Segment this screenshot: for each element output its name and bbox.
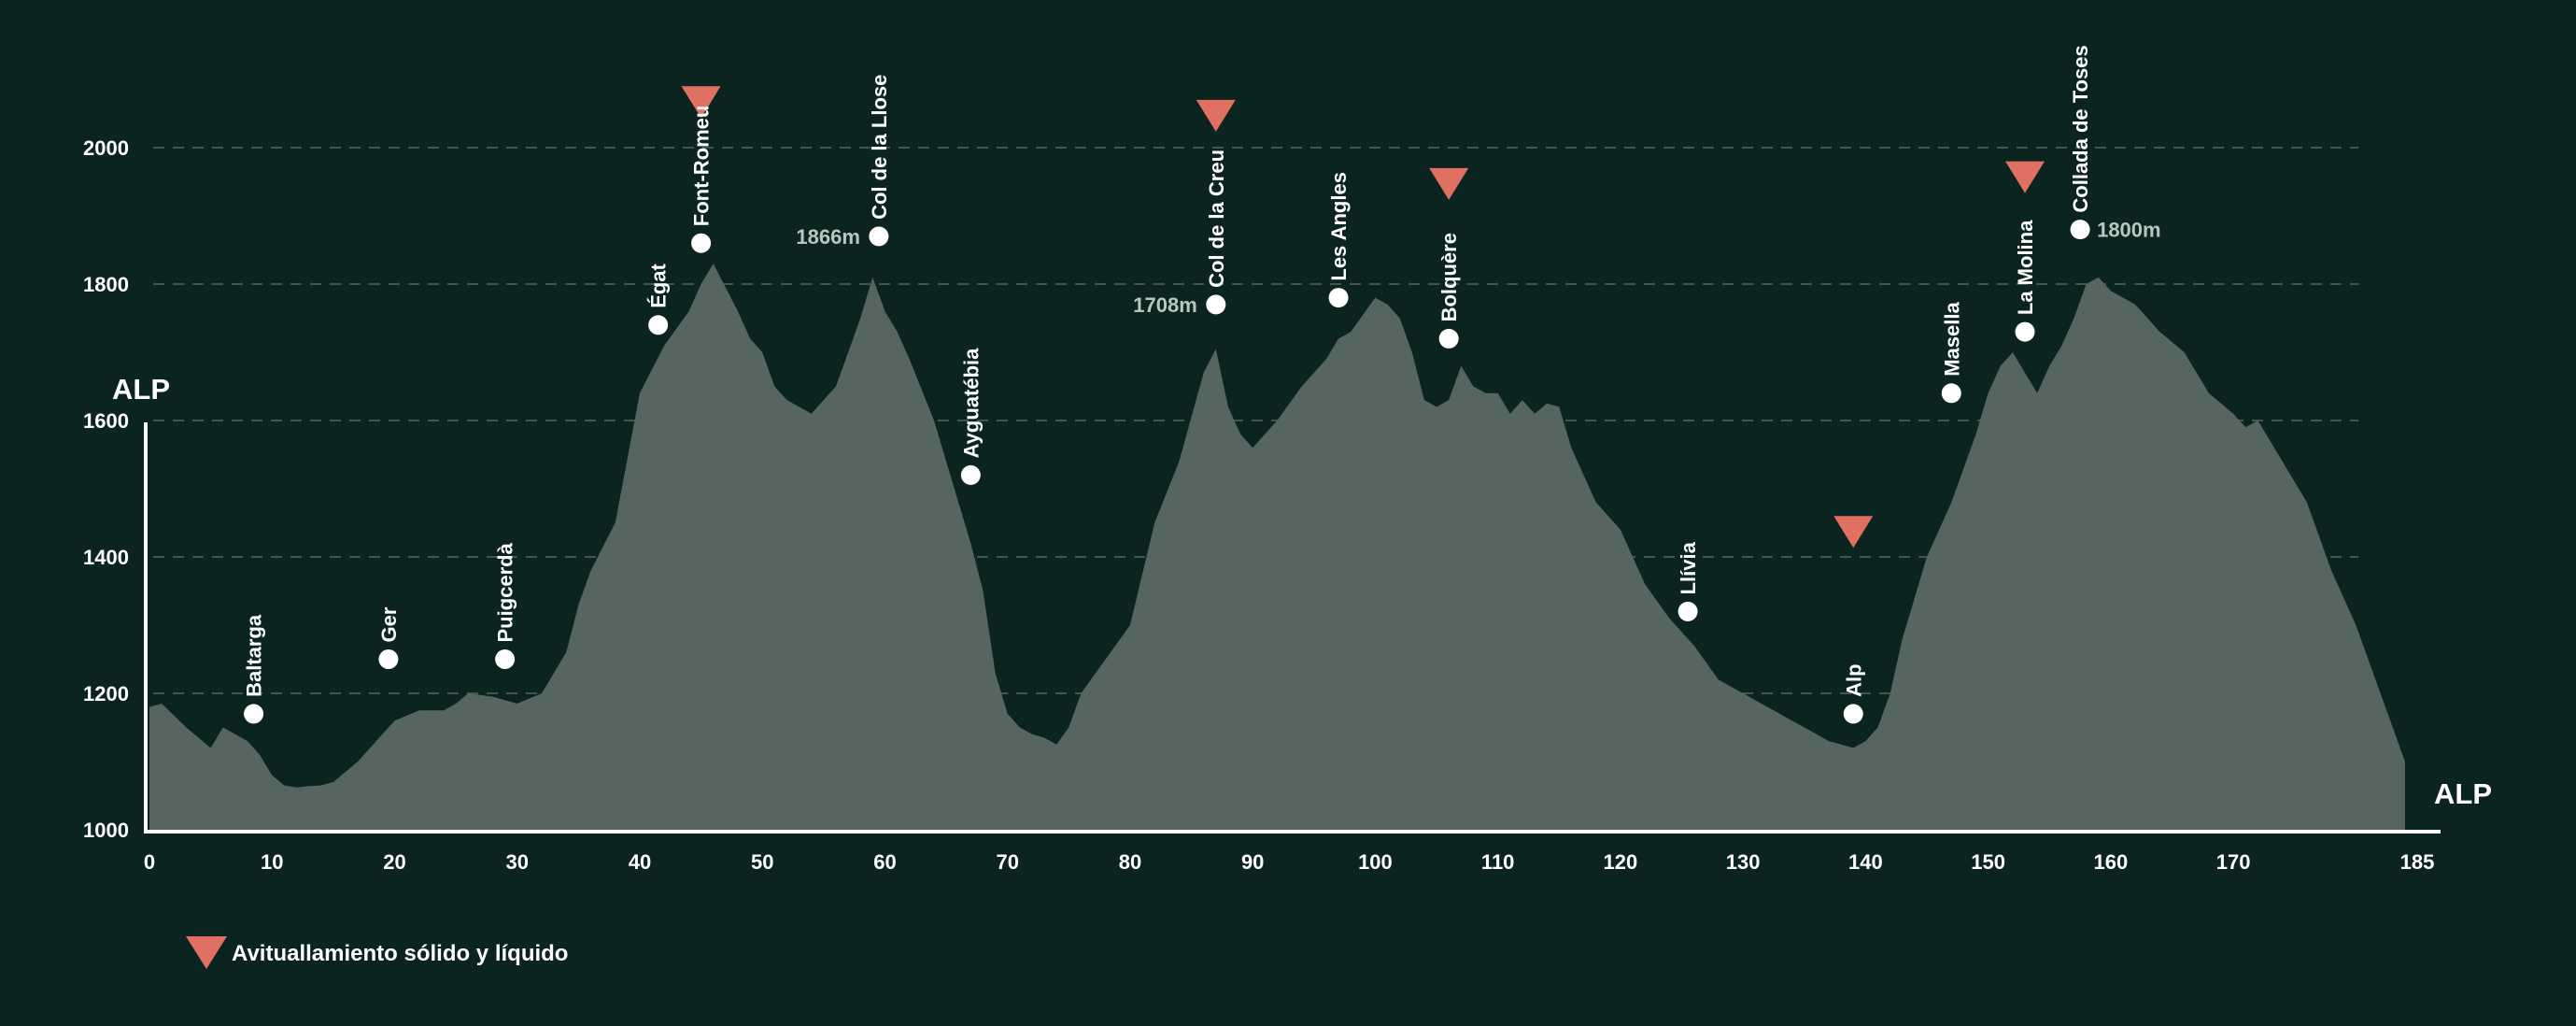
waypoint-elevation: 1866m (796, 225, 860, 249)
waypoint-label: Alp (1842, 663, 1865, 696)
waypoint-elevation: 1708m (1133, 293, 1197, 317)
waypoint-label: Collada de Toses (2069, 45, 2092, 212)
x-tick-label: 40 (629, 850, 651, 874)
waypoint-dot (1328, 288, 1349, 308)
aid-station-markers (681, 86, 2045, 549)
x-tick-label: 70 (996, 850, 1018, 874)
waypoint-dot (378, 649, 399, 669)
waypoint: Bolquère (1437, 233, 1461, 349)
waypoint-dot (960, 464, 981, 485)
x-tick-label: 60 (873, 850, 896, 874)
legend: Avituallamiento sólido y líquido (186, 936, 568, 969)
x-tick-label: 120 (1604, 850, 1638, 874)
elevation-profile-area (149, 264, 2405, 831)
waypoint-label: Col de la Creu (1205, 150, 1228, 288)
waypoint-label: Col de la Llose (868, 75, 891, 220)
x-tick-label: 80 (1119, 850, 1141, 874)
waypoint-label: Ger (377, 606, 401, 642)
aid-station-marker (681, 86, 721, 119)
x-tick-label: 0 (144, 850, 155, 874)
waypoint-dot (648, 315, 669, 335)
end-label: ALP (2434, 777, 2492, 810)
waypoint: Alp (1842, 663, 1865, 724)
y-tick-label: 1400 (83, 546, 129, 569)
waypoint: Col de la Llose 1866m (796, 75, 891, 249)
waypoints: Baltarga Ger Puigcerdà Égat Font-Romeu Col de… (243, 45, 2161, 724)
y-tick-label: 1000 (83, 819, 129, 842)
x-tick-label: 150 (1971, 850, 2005, 874)
waypoint-label: Bolquère (1437, 233, 1461, 321)
waypoint-dot (869, 226, 889, 247)
y-axis-ticks: 1000 1200 1400 1600 1800 2000 (83, 136, 129, 842)
y-tick-label: 1200 (83, 682, 129, 705)
x-tick-label: 110 (1481, 850, 1515, 874)
x-tick-label: 100 (1358, 850, 1393, 874)
waypoint-elevation: 1800m (2097, 219, 2161, 242)
x-tick-label: 30 (505, 850, 528, 874)
waypoint: Masella (1940, 302, 1963, 404)
waypoint-dot (2070, 220, 2090, 240)
waypoint: Égat (647, 263, 671, 335)
aid-station-marker (1833, 516, 1874, 549)
x-tick-label: 50 (751, 850, 773, 874)
waypoint-label: Ayguatébia (959, 348, 983, 459)
waypoint-dot (495, 649, 516, 669)
waypoint: Llívia (1677, 541, 1700, 621)
x-tick-label: 140 (1848, 850, 1883, 874)
waypoint-dot (1206, 294, 1226, 315)
waypoint-label: Font-Romeu (690, 106, 714, 227)
triangle-down-icon (186, 936, 227, 969)
waypoint-dot (244, 704, 264, 724)
legend-label: Avituallamiento sólido y líquido (232, 941, 568, 966)
x-tick-label: 10 (261, 850, 283, 874)
waypoint: Font-Romeu (690, 106, 714, 253)
start-label: ALP (112, 373, 170, 406)
waypoint-label: Baltarga (243, 614, 266, 697)
waypoint-label: Llívia (1677, 541, 1700, 594)
aid-station-marker (1196, 99, 1236, 132)
x-tick-label: 90 (1241, 850, 1264, 874)
waypoint-dot (1941, 383, 1961, 404)
waypoint-label: Puigcerdà (494, 542, 517, 642)
waypoint: Ger (377, 606, 401, 669)
y-tick-label: 1600 (83, 409, 129, 433)
waypoint-label: Masella (1940, 302, 1963, 377)
x-tick-label: 170 (2216, 850, 2251, 874)
aid-station-marker (2005, 161, 2045, 193)
x-axis-ticks: 0 10 20 30 40 50 60 70 80 90 100 110 120 130 140 150 160… (144, 850, 2434, 874)
waypoint-dot (1677, 601, 1698, 621)
waypoint-dot (1438, 328, 1459, 349)
waypoint: Col de la Creu 1708m (1133, 150, 1228, 317)
aid-station-marker (1429, 167, 1469, 200)
waypoint-dot (691, 233, 712, 253)
waypoint: Baltarga (243, 614, 266, 724)
y-tick-label: 1800 (83, 273, 129, 296)
waypoint: La Molina (2014, 220, 2037, 342)
waypoint-dot (2015, 321, 2035, 342)
x-tick-label: 160 (2094, 850, 2129, 874)
waypoint: Les Angles (1327, 172, 1351, 308)
waypoint-dot (1843, 704, 1863, 724)
x-tick-label: 130 (1726, 850, 1761, 874)
waypoint-label: La Molina (2014, 220, 2037, 315)
waypoint-label: Égat (647, 263, 671, 307)
waypoint: Ayguatébia (959, 348, 983, 485)
waypoint-label: Les Angles (1327, 172, 1351, 281)
y-tick-label: 2000 (83, 136, 129, 160)
waypoint: Puigcerdà (494, 542, 517, 669)
x-tick-label: 185 (2400, 850, 2435, 874)
x-tick-label: 20 (383, 850, 405, 874)
